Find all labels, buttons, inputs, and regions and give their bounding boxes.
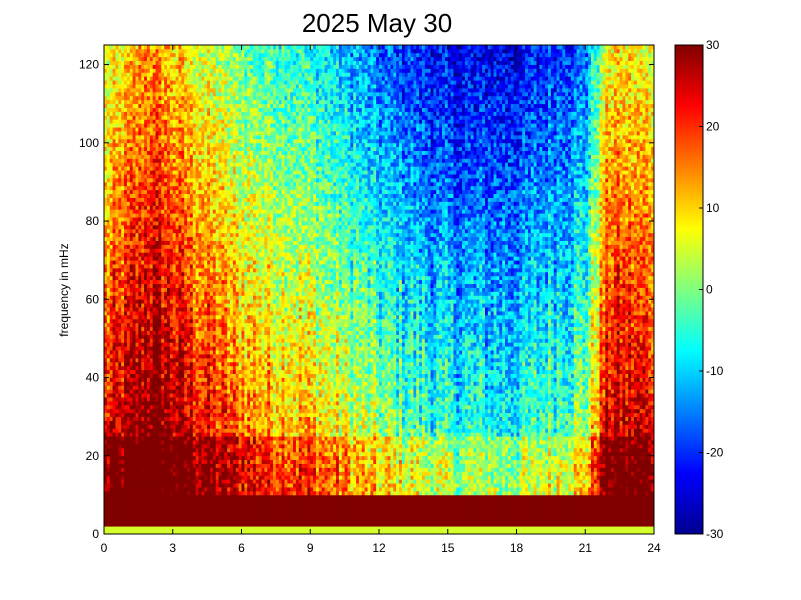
x-tick-label: 3: [169, 541, 176, 555]
x-tick-label: 18: [510, 541, 524, 555]
x-tick-label: 21: [579, 541, 593, 555]
x-tick-label: 12: [372, 541, 386, 555]
y-tick-label: 60: [86, 292, 100, 306]
y-axis: 0 20 40 60 80 100 120: [79, 58, 654, 541]
x-tick-label: 0: [101, 541, 108, 555]
x-tick-label: 9: [307, 541, 314, 555]
chart-title: 2025 May 30: [302, 8, 452, 38]
x-tick-label: 15: [441, 541, 455, 555]
y-tick-label: 80: [86, 214, 100, 228]
x-axis: 0 3 6 9 12 15 18 21 24: [101, 45, 661, 555]
heatmap-cells: [104, 45, 655, 535]
colorbar-tick-label: -30: [706, 527, 724, 541]
colorbar-tick-label: 10: [706, 201, 720, 215]
y-tick-label: 100: [79, 136, 99, 150]
colorbar-tick-label: 20: [706, 120, 720, 134]
y-tick-label: 0: [92, 527, 99, 541]
colorbar-ticks: 30 20 10 0 -10 -20 -30: [699, 38, 724, 541]
colorbar-tick-label: -20: [706, 446, 724, 460]
y-tick-label: 40: [86, 371, 100, 385]
colorbar-tick-label: -10: [706, 364, 724, 378]
colorbar-tick-label: 0: [706, 283, 713, 297]
colorbar-tick-label: 30: [706, 38, 720, 52]
y-tick-label: 120: [79, 58, 99, 72]
x-tick-label: 6: [238, 541, 245, 555]
y-axis-label: frequency in mHz: [57, 243, 71, 336]
colorbar: [674, 44, 704, 535]
y-tick-label: 20: [86, 449, 100, 463]
x-tick-label: 24: [647, 541, 661, 555]
